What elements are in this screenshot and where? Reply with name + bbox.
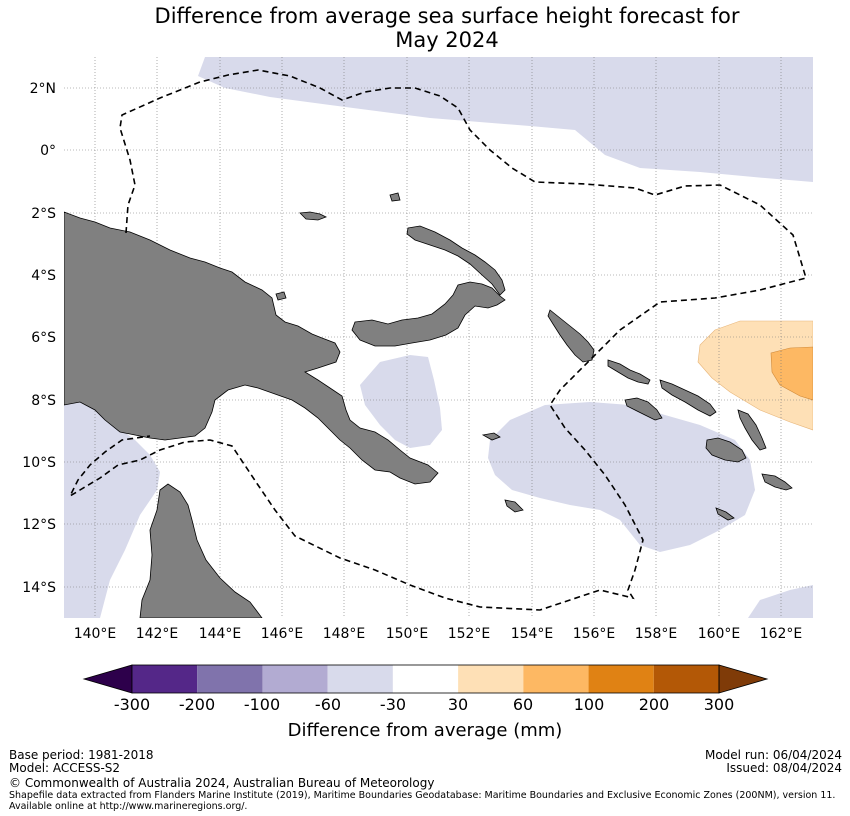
title-line-2: May 2024 — [395, 28, 499, 52]
colorbar-segment — [327, 665, 393, 693]
colorbar-border — [131, 664, 720, 694]
eez-boundary — [68, 69, 808, 611]
base-period: Base period: 1981-2018 — [9, 748, 154, 762]
land-new-georgia — [624, 397, 663, 421]
land-guadalcanal — [705, 437, 747, 463]
colorbar-tick-label: 60 — [512, 695, 534, 714]
footer-left: Base period: 1981-2018 Model: ACCESS-S2 — [9, 749, 154, 775]
model-run: Model run: 06/04/2024 — [704, 748, 842, 762]
chart-title: Difference from average sea surface heig… — [0, 4, 850, 52]
shapefile-credit-line-2: Available online at http://www.marinereg… — [9, 801, 248, 812]
colorbar-tick-label: 100 — [573, 695, 605, 714]
lat-tick-label: 6°S — [31, 330, 56, 346]
anomaly-region-solomon-sea — [488, 402, 755, 552]
lon-tick-label: 148°E — [323, 626, 366, 642]
land-islet-1 — [275, 291, 287, 301]
colorbar-segment — [588, 665, 654, 693]
anomaly-region-positive-60-100 — [770, 346, 813, 401]
lon-tick-labels: 140°E 142°E 144°E 146°E 148°E 150°E 152°… — [74, 626, 803, 642]
land-islet-3 — [481, 432, 501, 441]
lon-tick-label: 162°E — [760, 626, 803, 642]
model-name: Model: ACCESS-S2 — [9, 761, 121, 775]
lon-tick-label: 142°E — [136, 626, 179, 642]
land-malaita — [737, 409, 767, 451]
copyright: © Commonwealth of Australia 2024, Austra… — [9, 776, 435, 790]
colorbar-arrow-high — [718, 664, 769, 694]
land-makira — [761, 473, 793, 491]
land-santa-isabel — [659, 379, 717, 417]
land-bougainville — [547, 309, 595, 363]
colorbar-segment — [653, 665, 719, 693]
colorbar-tick-label: -30 — [379, 695, 407, 714]
lon-tick-label: 146°E — [261, 626, 304, 642]
colorbar-segment — [197, 665, 263, 693]
lon-tick-label: 152°E — [448, 626, 491, 642]
colorbar-tick-label: -100 — [243, 695, 281, 714]
lon-tick-label: 156°E — [573, 626, 616, 642]
colorbar-title: Difference from average (mm) — [287, 720, 563, 741]
lon-tick-label: 144°E — [199, 626, 242, 642]
colorbar-tick-label: 200 — [638, 695, 670, 714]
colorbar-segment — [458, 665, 524, 693]
anomaly-region-southeast — [748, 585, 813, 618]
lat-tick-label: 4°S — [31, 268, 56, 284]
lat-tick-label: 0° — [40, 143, 56, 159]
colorbar-segment — [392, 665, 459, 693]
lat-tick-label: 2°N — [30, 81, 56, 97]
lon-gridlines — [94, 57, 782, 618]
land-masses — [64, 192, 793, 618]
anomaly-region-positive-30-60 — [697, 320, 813, 431]
land-york-peninsula — [139, 483, 263, 618]
land-new-britain — [351, 281, 506, 347]
land-new-ireland — [406, 225, 506, 296]
colorbar-arrow-low — [82, 664, 133, 694]
colorbar-tick-label: 30 — [447, 695, 469, 714]
lon-tick-label: 150°E — [386, 626, 429, 642]
colorbar-segment — [132, 665, 198, 693]
anomaly-region-west — [64, 398, 160, 618]
title-line-1: Difference from average sea surface heig… — [154, 4, 740, 28]
colorbar-segment — [523, 665, 589, 693]
colorbar-tick-label: 300 — [703, 695, 735, 714]
lat-tick-label: 12°S — [22, 517, 56, 533]
colorbar-tick-label: -60 — [314, 695, 342, 714]
colorbar-tick-label: -300 — [113, 695, 151, 714]
lat-tick-label: 8°S — [31, 393, 56, 409]
shapefile-credit: Shapefile data extracted from Flanders M… — [9, 790, 835, 812]
colorbar-segment — [262, 665, 328, 693]
issued-date: Issued: 08/04/2024 — [726, 761, 842, 775]
lat-tick-label: 10°S — [22, 455, 56, 471]
lat-tick-label: 14°S — [22, 580, 56, 596]
land-choiseul — [607, 359, 651, 385]
land-new-guinea — [64, 211, 439, 485]
colorbar-tick-label: -200 — [178, 695, 216, 714]
lon-tick-label: 160°E — [698, 626, 741, 642]
lat-tick-labels: 2°N 0° 2°S 4°S 6°S 8°S 10°S 12°S 14°S — [22, 81, 56, 596]
anomaly-region-north — [198, 57, 813, 182]
lat-tick-label: 2°S — [31, 206, 56, 222]
land-islet-2 — [389, 192, 401, 202]
lon-tick-label: 154°E — [511, 626, 554, 642]
land-islet-5 — [715, 507, 735, 521]
land-manus — [299, 211, 327, 221]
lon-tick-label: 158°E — [635, 626, 678, 642]
anomaly-region-gulf — [360, 355, 442, 448]
land-islet-4 — [504, 499, 524, 513]
shapefile-credit-line-1: Shapefile data extracted from Flanders M… — [9, 790, 836, 801]
map-area — [64, 57, 813, 618]
lon-tick-label: 140°E — [74, 626, 117, 642]
colorbar — [82, 664, 769, 694]
footer-right: Model run: 06/04/2024 Issued: 08/04/2024 — [705, 749, 842, 775]
